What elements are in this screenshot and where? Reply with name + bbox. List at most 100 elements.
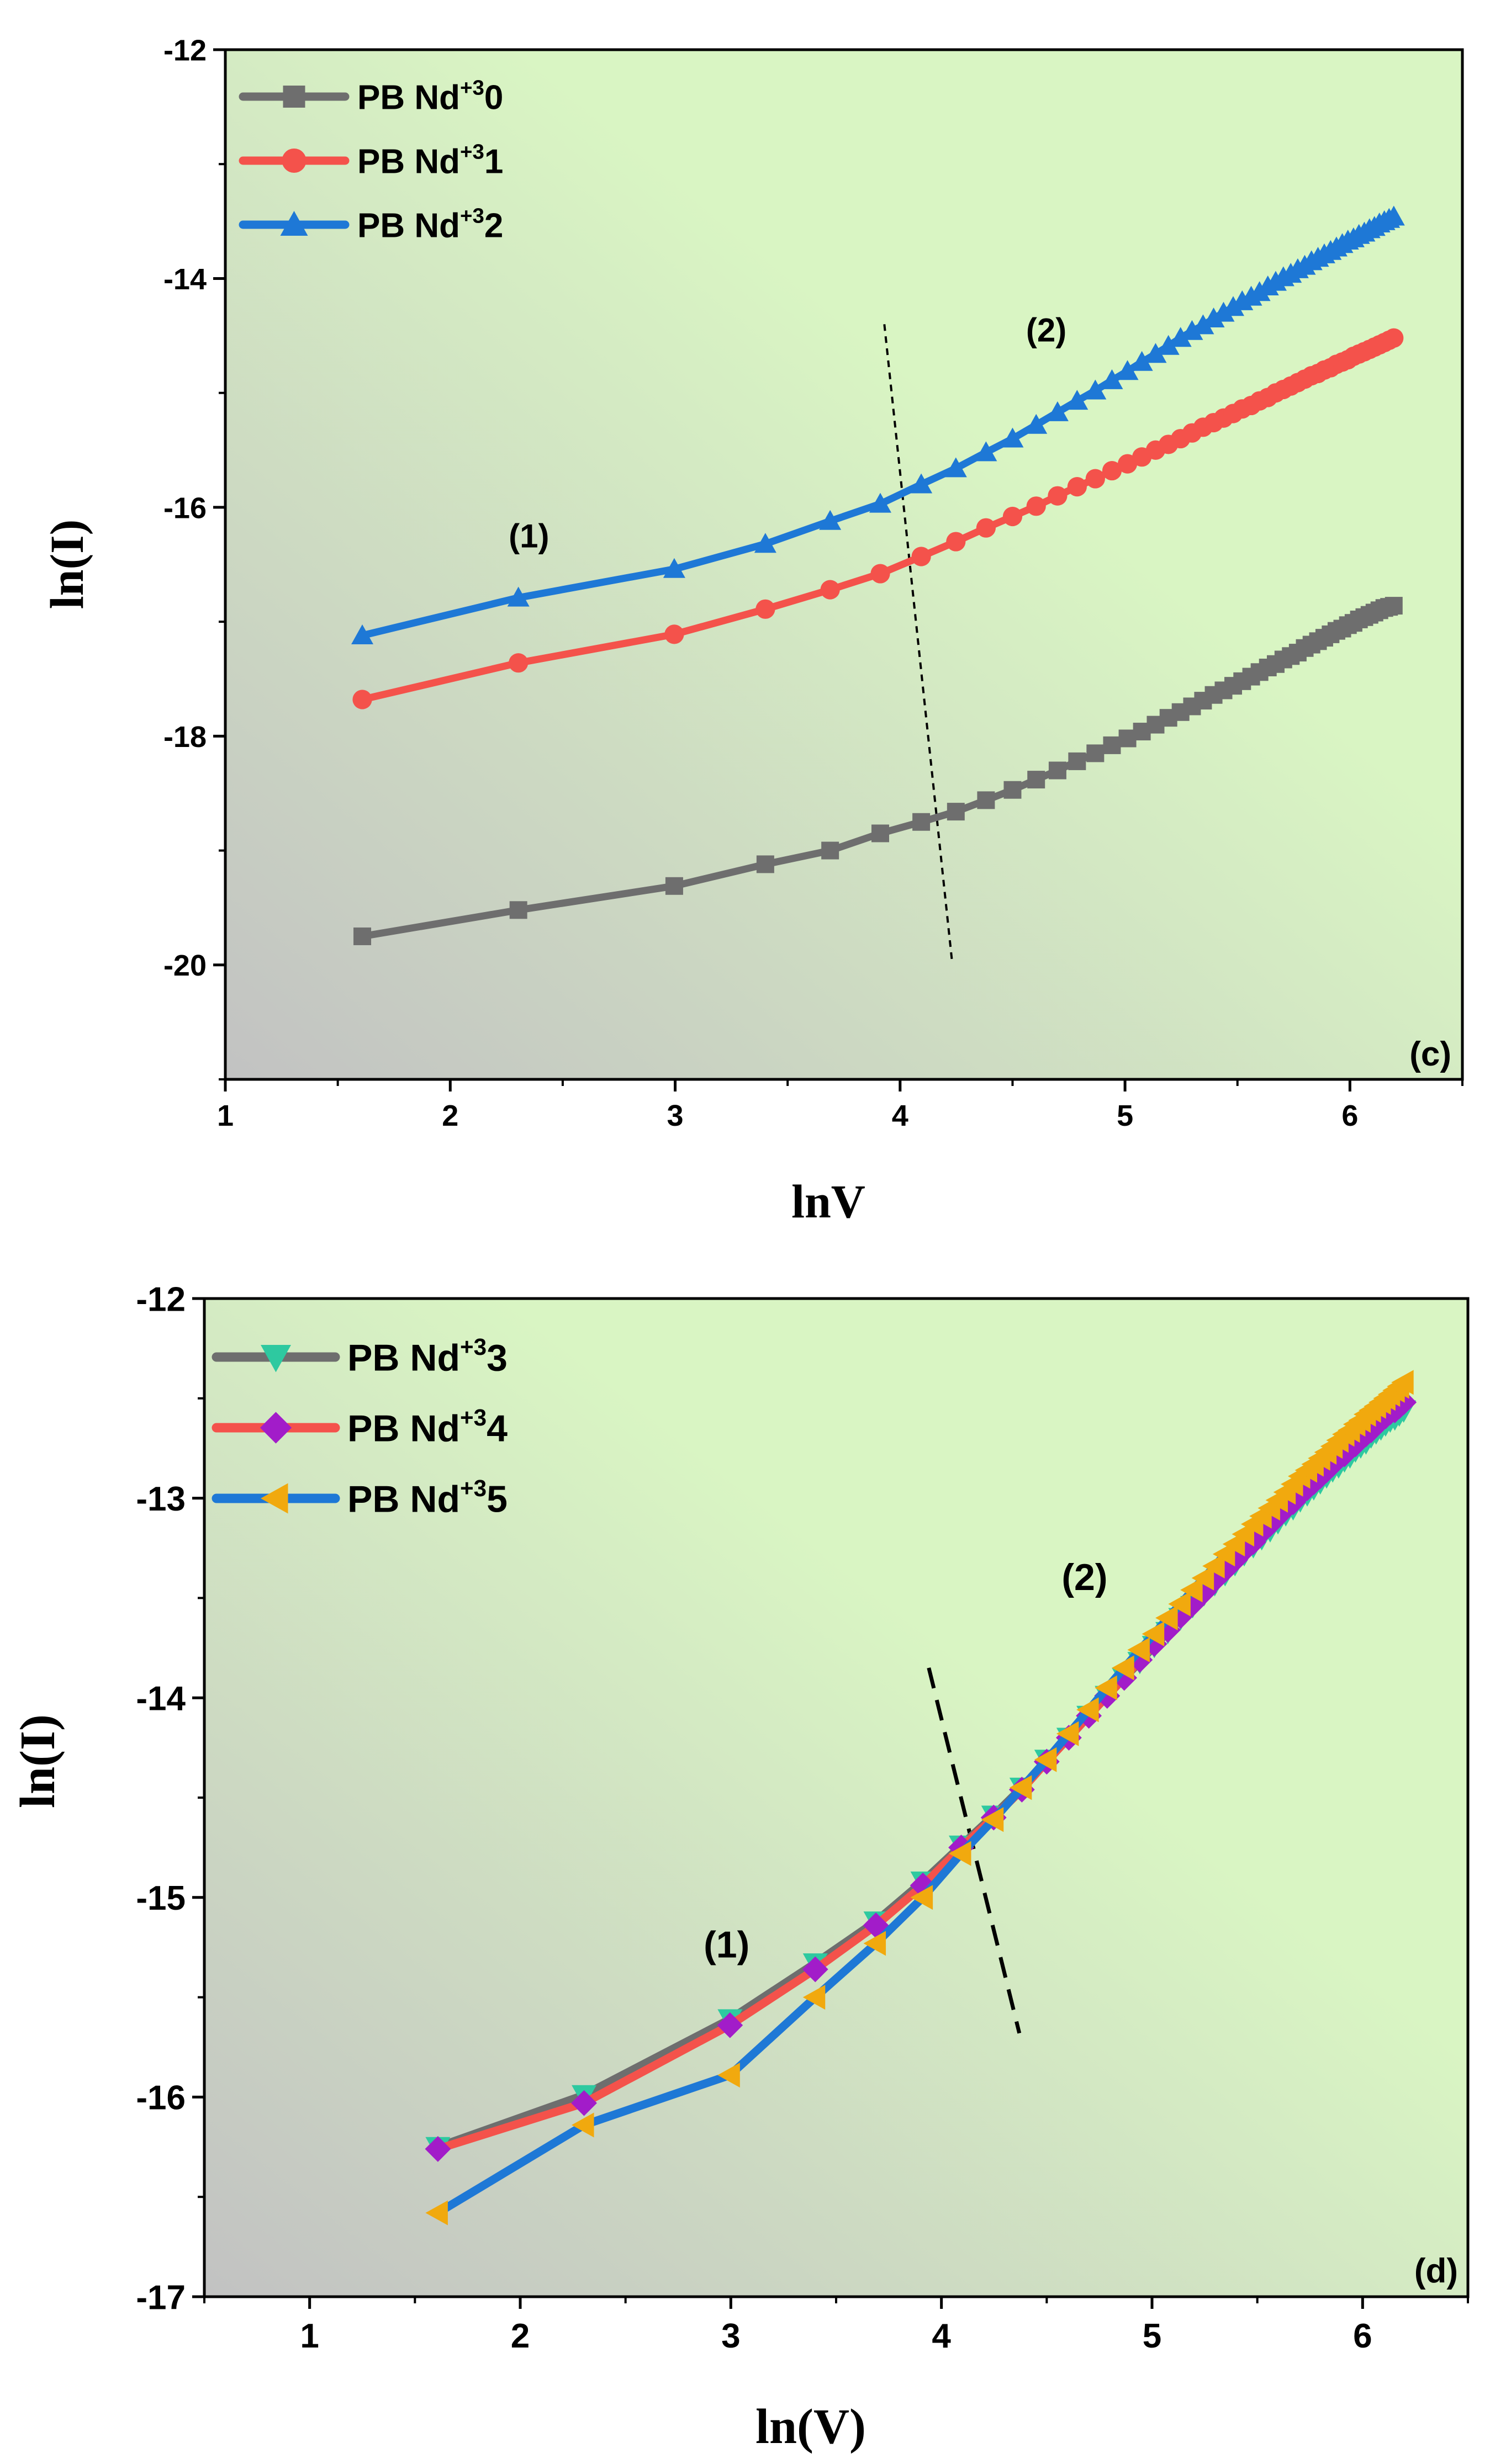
- data-point: [1127, 1637, 1150, 1662]
- data-point: [1111, 1665, 1138, 1691]
- data-point: [1384, 328, 1404, 348]
- data-point: [946, 532, 966, 552]
- y-tick-label: -15: [136, 1879, 186, 1917]
- data-point: [1180, 1591, 1206, 1617]
- plot-background: [225, 50, 1462, 1079]
- legend-swatch-marker: [260, 1412, 292, 1444]
- x-tick-label: 2: [511, 2317, 530, 2355]
- data-point: [1046, 401, 1069, 421]
- data-point: [1103, 736, 1121, 754]
- data-point: [802, 1985, 826, 2010]
- legend-swatch-marker: [280, 211, 308, 236]
- legend-label-superscript: +3: [460, 1475, 487, 1501]
- plot-background: [204, 1299, 1468, 2297]
- legend-label-superscript: +3: [460, 1334, 487, 1360]
- data-point: [910, 1885, 933, 1910]
- data-point: [1067, 476, 1087, 497]
- data-point: [717, 2012, 743, 2038]
- data-point: [1048, 761, 1066, 780]
- panel-label: (d): [1414, 2252, 1458, 2290]
- data-point: [947, 803, 965, 821]
- legend-label: PB Nd+31: [357, 140, 503, 181]
- y-tick-label: -16: [163, 491, 207, 524]
- data-point: [353, 927, 372, 945]
- data-point: [1191, 1565, 1214, 1591]
- plot-frame: [224, 48, 1464, 1081]
- data-point: [910, 473, 933, 494]
- legend-label: PB Nd+33: [347, 1334, 508, 1379]
- series-1: [352, 328, 1404, 709]
- data-point: [1085, 469, 1105, 489]
- legend-label-superscript: +3: [460, 76, 484, 99]
- data-point: [1095, 1675, 1117, 1700]
- data-point: [1034, 1747, 1057, 1772]
- legend-label-superscript: +3: [460, 140, 484, 163]
- x-tick-label: 4: [892, 1099, 908, 1132]
- data-point: [663, 558, 685, 578]
- data-point: [863, 1931, 886, 1956]
- data-point: [754, 533, 776, 553]
- data-point: [1002, 506, 1023, 527]
- x-axis-ticks: 1 2 3 4 5 6: [217, 1079, 1463, 1132]
- data-point: [1130, 351, 1153, 371]
- region-divider: [883, 324, 953, 960]
- panel-c: 1 2 3 4 5 6 -20 -18 -16 -14 -12 (1) (2) (c) lnV ln…: [40, 34, 1464, 1228]
- annotations: (1) (2): [704, 1556, 1107, 1965]
- legend-label-number: 5: [487, 1478, 508, 1520]
- legend-swatch-marker: [261, 1345, 291, 1373]
- data-point: [802, 1956, 828, 1983]
- legend-swatch-marker: [283, 86, 305, 108]
- data-point: [1202, 1554, 1225, 1579]
- x-axis-label: lnV: [791, 1175, 865, 1228]
- x-tick-label: 1: [300, 2317, 319, 2355]
- legend-entry: PB Nd+34: [212, 1405, 508, 1449]
- data-point: [1086, 744, 1105, 762]
- legend-entry: PB Nd+31: [239, 140, 503, 181]
- data-point: [351, 624, 374, 644]
- data-point: [1066, 390, 1089, 410]
- legend-label: PB Nd+32: [357, 204, 503, 245]
- panel-d: 1 2 3 4 5 6 -17 -16 -15 -14 -13 -12 (1) (2) (d) ln(…: [10, 1280, 1470, 2454]
- divider-line: [883, 324, 953, 960]
- data-point: [949, 1841, 971, 1866]
- data-point: [665, 877, 683, 895]
- data-point: [1026, 496, 1046, 516]
- legend-label-base: PB Nd: [347, 1337, 460, 1379]
- y-tick-label: -17: [136, 2278, 186, 2317]
- data-point: [981, 1807, 1004, 1832]
- data-point: [509, 901, 527, 919]
- y-axis-ticks: -20 -18 -16 -14 -12: [163, 34, 225, 1080]
- x-tick-label: 2: [442, 1099, 458, 1132]
- x-tick-label: 3: [667, 1099, 684, 1132]
- data-point: [1025, 414, 1048, 434]
- data-point: [1169, 327, 1192, 347]
- x-tick-label: 6: [1341, 1099, 1358, 1132]
- legend-label-superscript: +3: [460, 1405, 487, 1430]
- data-point: [572, 2112, 594, 2138]
- data-point: [1094, 1683, 1121, 1709]
- data-point: [1142, 1621, 1165, 1646]
- data-point: [1102, 460, 1122, 481]
- legend-label-number: 3: [487, 1337, 508, 1379]
- data-point: [944, 457, 967, 478]
- data-point: [352, 690, 372, 709]
- data-point: [1117, 454, 1138, 474]
- data-point: [507, 586, 530, 607]
- legend-entry: PB Nd+30: [239, 76, 503, 116]
- data-point: [1385, 597, 1403, 615]
- x-tick-label: 6: [1353, 2317, 1372, 2355]
- data-point: [664, 624, 684, 644]
- data-point: [871, 824, 889, 842]
- x-tick-label: 1: [217, 1099, 234, 1132]
- data-point: [1192, 314, 1214, 335]
- y-axis-ticks: -17 -16 -15 -14 -13 -12: [136, 1280, 204, 2317]
- data-point: [819, 510, 842, 530]
- data-point: [1391, 1389, 1417, 1416]
- divider-line: [927, 1667, 1022, 2034]
- data-point: [425, 2136, 451, 2162]
- legend-label-base: PB Nd: [347, 1478, 460, 1520]
- legend-label-number: 2: [484, 206, 503, 245]
- data-point: [1157, 335, 1180, 355]
